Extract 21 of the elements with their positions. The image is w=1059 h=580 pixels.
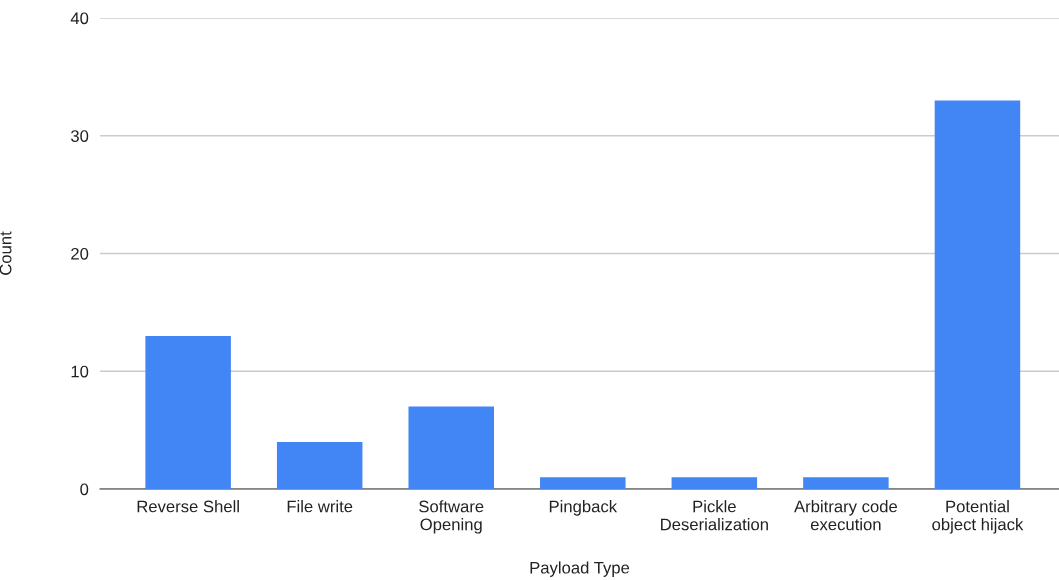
x-axis-title: Payload Type bbox=[530, 561, 630, 577]
x-tick-label: Software Opening bbox=[419, 500, 484, 534]
x-tick-label: File write bbox=[287, 500, 353, 513]
y-tick-label: 20 bbox=[71, 247, 89, 260]
y-tick-label: 40 bbox=[70, 12, 89, 25]
x-tick-label: Reverse Shell bbox=[137, 500, 239, 513]
bar bbox=[276, 441, 363, 489]
bar bbox=[540, 477, 626, 489]
x-tick-label: Pingback bbox=[549, 500, 618, 516]
y-tick-label: 30 bbox=[70, 130, 89, 142]
y-axis-title: Count bbox=[0, 231, 12, 275]
x-tick-label: Arbitrary code execution bbox=[794, 500, 898, 531]
bar bbox=[671, 477, 758, 489]
bar bbox=[145, 335, 231, 489]
bar bbox=[408, 406, 494, 489]
y-tick-label: 10 bbox=[71, 365, 89, 378]
x-tick-label: Pickle Deserialization bbox=[661, 500, 768, 531]
bar bbox=[934, 100, 1021, 489]
y-tick-label: 0 bbox=[80, 483, 89, 496]
bar bbox=[803, 477, 889, 489]
x-tick-label: Potential object hijack bbox=[932, 500, 1024, 534]
